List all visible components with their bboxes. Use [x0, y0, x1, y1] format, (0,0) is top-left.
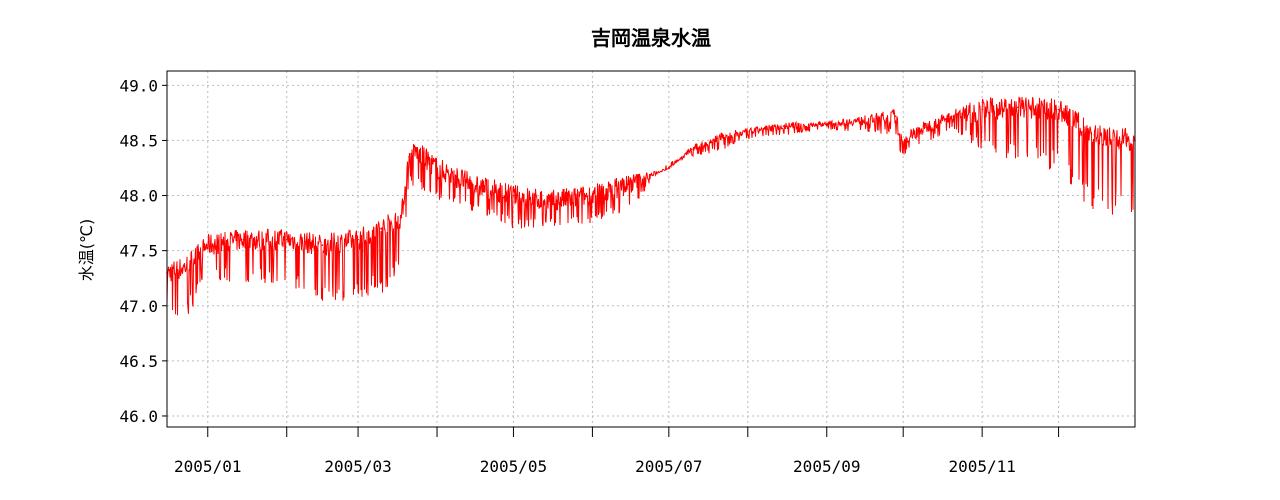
data-point: [668, 167, 670, 169]
data-point: [747, 130, 749, 133]
data-point: [206, 244, 209, 246]
y-tick-label: 47.5: [119, 242, 158, 261]
x-tick-label: 2005/03: [324, 457, 391, 476]
data-point: [184, 266, 186, 268]
x-tick-label: 2005/11: [948, 457, 1015, 476]
data-point: [1017, 106, 1019, 109]
data-point: [512, 194, 515, 197]
data-point: [1093, 134, 1096, 136]
data-point: [436, 167, 438, 169]
data-point: [925, 126, 927, 129]
data-point: [627, 183, 629, 186]
data-point: [548, 200, 550, 202]
x-tick-label: 2005/07: [635, 457, 702, 476]
y-tick-label: 48.5: [119, 131, 158, 150]
series-line: [166, 96, 1136, 316]
data-point: [1057, 108, 1060, 111]
data-point: [716, 137, 719, 140]
data-point: [861, 119, 864, 122]
data-point: [415, 150, 418, 153]
x-axis: 2005/01 2005/03 2005/05 2005/07 2005/09 2005/…: [174, 427, 1060, 476]
data-point: [782, 125, 785, 127]
chart-title: 吉岡温泉水温: [591, 26, 711, 50]
data-point: [690, 148, 693, 151]
data-point: [400, 216, 403, 219]
data-point: [321, 244, 324, 246]
y-tick-label: 49.0: [119, 76, 158, 95]
data-point: [408, 156, 410, 158]
x-tick-label: 2005/05: [480, 457, 547, 476]
y-tick-label: 46.0: [119, 407, 158, 426]
data-point: [981, 108, 983, 111]
x-tick-label: 2005/09: [793, 457, 860, 476]
x-tick-label: 2005/01: [174, 457, 241, 476]
data-point: [380, 227, 382, 230]
data-point: [591, 194, 594, 197]
data-point: [242, 238, 245, 241]
data-point: [899, 139, 902, 142]
y-axis: 46.0 46.5 47.0 47.5 48.0 48.5 49.0: [119, 76, 167, 426]
plot-frame: [166, 70, 1136, 428]
data-point: [825, 123, 828, 125]
data-point: [894, 115, 897, 117]
data-point: [357, 238, 359, 241]
data-point: [950, 115, 953, 117]
y-tick-label: 47.0: [119, 297, 158, 316]
data-point: [285, 238, 288, 241]
data-point: [471, 183, 474, 186]
plot-layer: [166, 96, 1136, 316]
y-axis-label: 水温(℃): [77, 219, 96, 281]
y-tick-label: 48.0: [119, 187, 158, 206]
y-tick-label: 46.5: [119, 352, 158, 371]
